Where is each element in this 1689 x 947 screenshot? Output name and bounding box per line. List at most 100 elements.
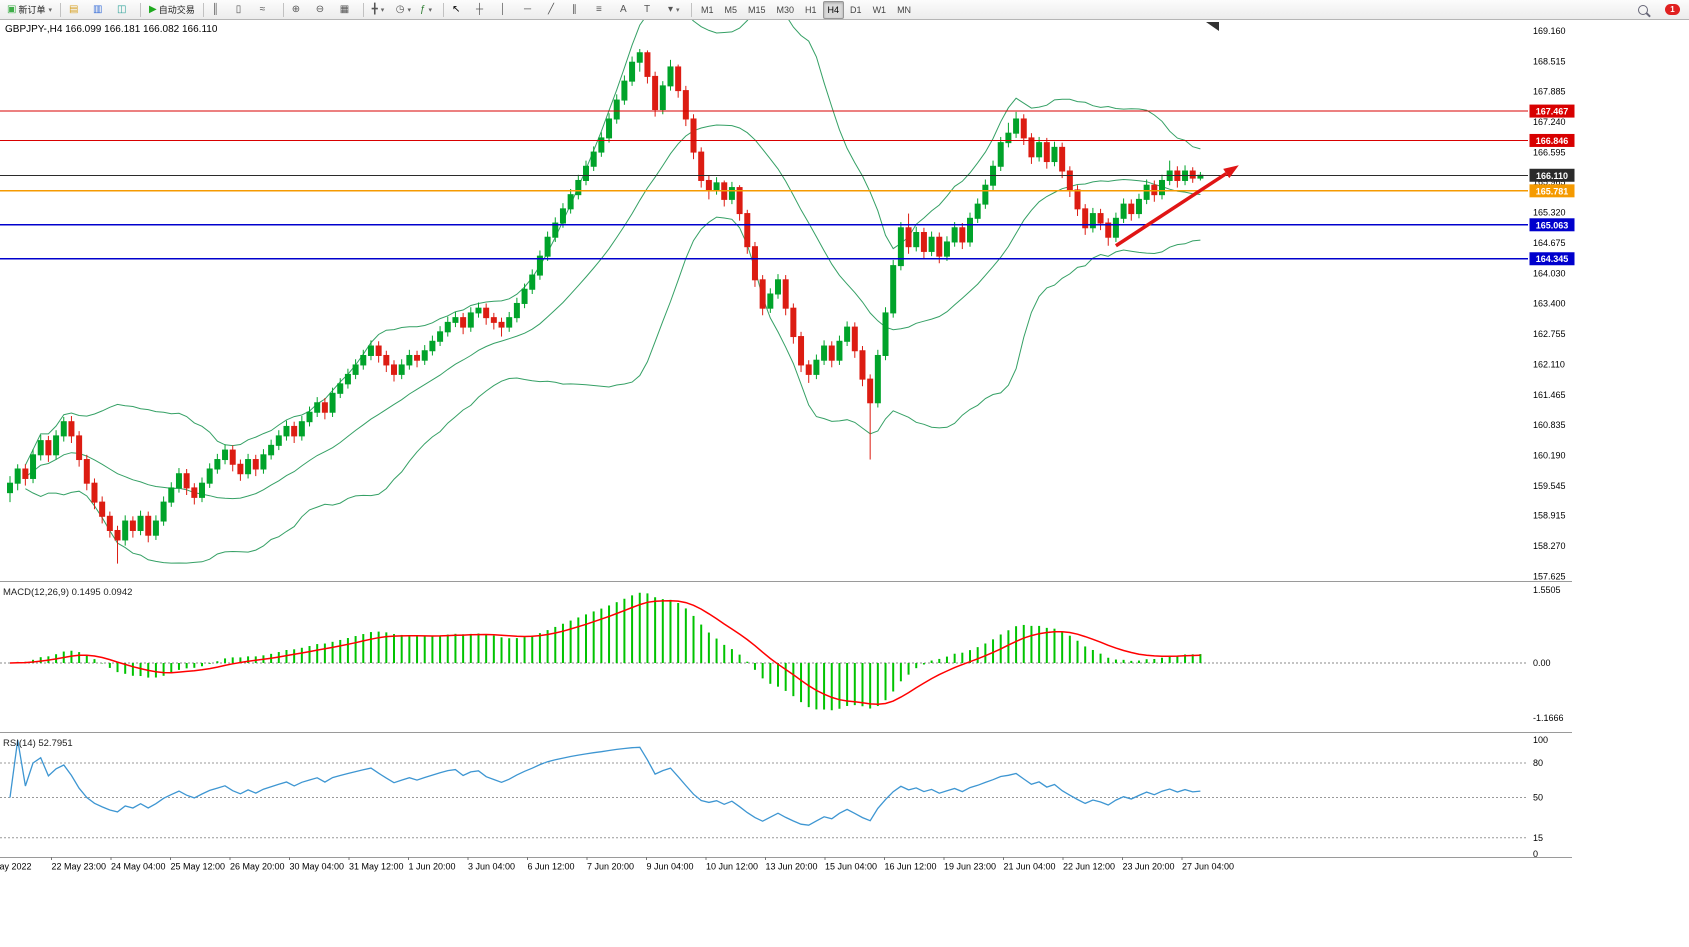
horizontal-line-button[interactable]: ─ bbox=[520, 1, 543, 19]
time-axis-label: 6 Jun 12:00 bbox=[528, 862, 575, 872]
trendline-button[interactable]: ╱ bbox=[544, 1, 567, 19]
time-axis-label: 13 Jun 20:00 bbox=[766, 862, 818, 872]
timeframe-button-h1[interactable]: H1 bbox=[805, 4, 817, 15]
chart-title: GBPJPY-,H4 166.099 166.181 166.082 166.1… bbox=[5, 24, 218, 35]
macd-signal-line bbox=[9, 599, 1201, 706]
shapes-icon: ▾ bbox=[667, 3, 673, 15]
new-order-button[interactable]: ▣ 新订单 ▾ bbox=[3, 1, 56, 19]
bollinger-middle bbox=[25, 124, 1201, 500]
crosshair-mode-button[interactable]: ╋ ▾ bbox=[368, 1, 391, 19]
periods-button[interactable]: ◷ ▾ bbox=[392, 1, 415, 19]
rsi-panel: 100 80 50 15 0 RSI(14) 52.7951 bbox=[0, 735, 1548, 859]
svg-text:0.00: 0.00 bbox=[1533, 658, 1551, 668]
zoom-in-button[interactable]: ⊕ bbox=[288, 1, 311, 19]
tile-windows-icon: ▦ bbox=[339, 3, 350, 15]
chart-line-icon: ≈ bbox=[259, 3, 266, 15]
time-axis[interactable]: May 2022 22 May 23:00 24 May 04:00 25 May 1… bbox=[0, 857, 1234, 872]
panel-dividers bbox=[0, 581, 1572, 858]
svg-text:1.5505: 1.5505 bbox=[1533, 585, 1561, 595]
macd-histogram bbox=[16, 592, 1202, 711]
cursor-button[interactable]: ↖ bbox=[448, 1, 471, 19]
svg-text:166.110: 166.110 bbox=[1536, 171, 1568, 181]
chevron-down-icon: ▾ bbox=[428, 6, 433, 14]
chevron-down-icon: ▾ bbox=[407, 6, 411, 14]
svg-text:166.846: 166.846 bbox=[1536, 136, 1569, 146]
bollinger-lower bbox=[25, 216, 1201, 564]
svg-text:165.320: 165.320 bbox=[1533, 208, 1566, 218]
timeframe-button-d1[interactable]: D1 bbox=[850, 4, 862, 15]
periods-icon: ◷ bbox=[395, 3, 405, 15]
toolbar-separator bbox=[59, 2, 61, 17]
fibonacci-button[interactable]: ≡ bbox=[592, 1, 615, 19]
timeframe-button-h4[interactable]: H4 bbox=[822, 0, 845, 19]
navigator-button[interactable]: ◫ bbox=[113, 1, 136, 19]
chart-candles-icon: ▯ bbox=[235, 3, 242, 15]
indicators-button[interactable]: ƒ ▾ bbox=[416, 1, 439, 19]
arrow-head-icon bbox=[1223, 165, 1239, 179]
shapes-button[interactable]: ▾ ▾ bbox=[664, 1, 687, 19]
time-axis-label: 24 May 04:00 bbox=[111, 862, 166, 872]
toolbar: ▣ 新订单 ▾ ▤ ▥ ◫ ▶ 自动交易 ║ ▯ ≈ ⊕ ⊖ ▦ ╋ ▾ ◷ ▾ ƒ ▾ ↖ ┼ │ ─ ╱ ∥ ≡ A T ▾ ▾ M1 M5… bbox=[0, 0, 1689, 20]
time-axis-label: 9 Jun 04:00 bbox=[647, 862, 694, 872]
timeframe-button-m1[interactable]: M1 bbox=[700, 4, 714, 15]
timeframe-button-m5[interactable]: M5 bbox=[724, 4, 737, 15]
tile-windows-button[interactable]: ▦ bbox=[336, 1, 359, 19]
toolbar-separator bbox=[139, 2, 141, 17]
svg-text:162.110: 162.110 bbox=[1533, 359, 1565, 369]
time-axis-label: 23 Jun 20:00 bbox=[1123, 862, 1175, 872]
vertical-line-button[interactable]: │ bbox=[496, 1, 519, 19]
time-axis-label: 7 Jun 20:00 bbox=[587, 862, 634, 872]
timeframe-button-m15[interactable]: M15 bbox=[747, 4, 766, 15]
crosshair-button[interactable]: ┼ bbox=[472, 1, 495, 19]
time-axis-label: 10 Jun 12:00 bbox=[706, 862, 758, 872]
fibonacci-icon: ≡ bbox=[595, 3, 602, 15]
svg-text:167.240: 167.240 bbox=[1533, 117, 1566, 127]
svg-text:160.190: 160.190 bbox=[1533, 450, 1566, 460]
chevron-down-icon: ▾ bbox=[675, 6, 680, 14]
chart-shift-marker-icon[interactable] bbox=[1206, 22, 1219, 31]
support-line-tag bbox=[1529, 218, 1575, 232]
text-icon: A bbox=[619, 3, 627, 15]
chart-bars-icon: ║ bbox=[211, 3, 219, 15]
time-axis-label: 25 May 12:00 bbox=[171, 862, 226, 872]
timeframe-button-w1[interactable]: W1 bbox=[872, 4, 887, 15]
svg-text:161.465: 161.465 bbox=[1533, 390, 1566, 400]
toolbar-separator bbox=[282, 2, 284, 17]
text-button[interactable]: A bbox=[616, 1, 639, 19]
resistance-line-tag bbox=[1529, 104, 1575, 118]
time-axis-label: 26 May 20:00 bbox=[230, 862, 285, 872]
price-level-tags: 167.467 166.846 166.110 165.781 165.063 164.3… bbox=[1529, 104, 1575, 266]
autotrading-button[interactable]: ▶ 自动交易 bbox=[145, 1, 199, 19]
svg-text:159.545: 159.545 bbox=[1533, 481, 1566, 491]
zoom-out-button[interactable]: ⊖ bbox=[312, 1, 335, 19]
cursor-icon: ↖ bbox=[451, 3, 461, 15]
price-axis[interactable]: 169.160 168.515 167.885 167.240 166.595 165.9… bbox=[1533, 26, 1566, 582]
text-label-button[interactable]: T bbox=[640, 1, 663, 19]
chart-bars-button[interactable]: ║ bbox=[208, 1, 231, 19]
svg-text:160.835: 160.835 bbox=[1533, 420, 1566, 430]
svg-text:100: 100 bbox=[1533, 735, 1548, 745]
toolbar-separator bbox=[202, 2, 204, 17]
time-axis-label: May 2022 bbox=[0, 862, 32, 872]
trend-arrow[interactable] bbox=[1114, 165, 1239, 248]
time-axis-label: 16 Jun 12:00 bbox=[885, 862, 937, 872]
time-axis-label: 1 Jun 20:00 bbox=[409, 862, 456, 872]
timeframe-button-mn[interactable]: MN bbox=[897, 4, 912, 15]
market-watch-button[interactable]: ▥ bbox=[89, 1, 112, 19]
time-axis-label: 27 Jun 04:00 bbox=[1182, 862, 1234, 872]
rsi-line bbox=[9, 739, 1201, 826]
charts-profile-button[interactable]: ▤ bbox=[65, 1, 88, 19]
notifications-button[interactable]: 1 bbox=[1661, 1, 1684, 19]
bollinger-upper bbox=[24, 0, 1201, 466]
svg-text:158.270: 158.270 bbox=[1533, 541, 1566, 551]
chart-candles-button[interactable]: ▯ bbox=[232, 1, 255, 19]
equidistant-channel-button[interactable]: ∥ bbox=[568, 1, 591, 19]
text-label-icon: T bbox=[643, 3, 651, 15]
crosshair-icon: ┼ bbox=[475, 3, 484, 15]
chart-line-button[interactable]: ≈ bbox=[256, 1, 279, 19]
price-levels[interactable] bbox=[0, 110, 1528, 260]
timeframe-button-m30[interactable]: M30 bbox=[776, 4, 795, 15]
search-button[interactable] bbox=[1634, 1, 1657, 19]
svg-text:0: 0 bbox=[1533, 849, 1538, 859]
